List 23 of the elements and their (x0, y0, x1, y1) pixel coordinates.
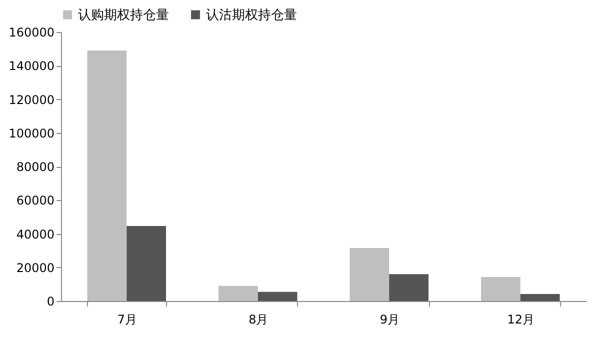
bar (520, 294, 560, 301)
y-tick-label: 140000 (8, 59, 54, 74)
bar (218, 286, 258, 301)
y-tick-label: 100000 (8, 126, 54, 140)
y-tick-label: 120000 (8, 92, 54, 107)
x-tick-label: 9月 (380, 312, 400, 326)
x-tick-label: 7月 (117, 312, 137, 326)
bar (126, 226, 166, 301)
y-tick-label: 60000 (16, 194, 54, 208)
bar (258, 292, 298, 301)
y-tick-label: 160000 (8, 26, 54, 40)
bar (350, 248, 390, 301)
bar (481, 276, 520, 301)
y-tick-label: 0 (46, 294, 54, 308)
x-tick-label: 8月 (248, 312, 268, 326)
legend-label: 认沽期权持仓量 (206, 8, 297, 23)
y-tick-label: 20000 (16, 260, 54, 275)
y-tick-label: 80000 (16, 160, 54, 174)
bar (87, 50, 127, 301)
x-tick-label: 12月 (507, 312, 535, 326)
y-tick-label: 40000 (16, 227, 54, 242)
legend-label: 认购期权持仓量 (78, 8, 169, 23)
bar (389, 274, 428, 301)
